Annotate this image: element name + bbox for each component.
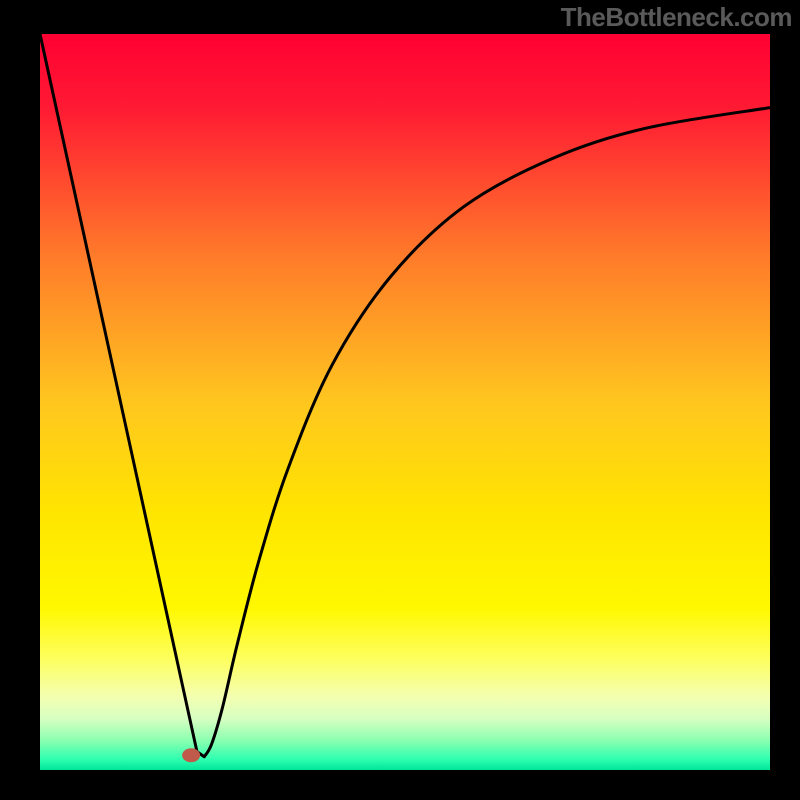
plot-background-gradient (40, 34, 770, 770)
bottleneck-chart (0, 0, 800, 800)
chart-container: TheBottleneck.com (0, 0, 800, 800)
watermark-text: TheBottleneck.com (561, 2, 792, 33)
optimal-point-marker (182, 748, 200, 762)
